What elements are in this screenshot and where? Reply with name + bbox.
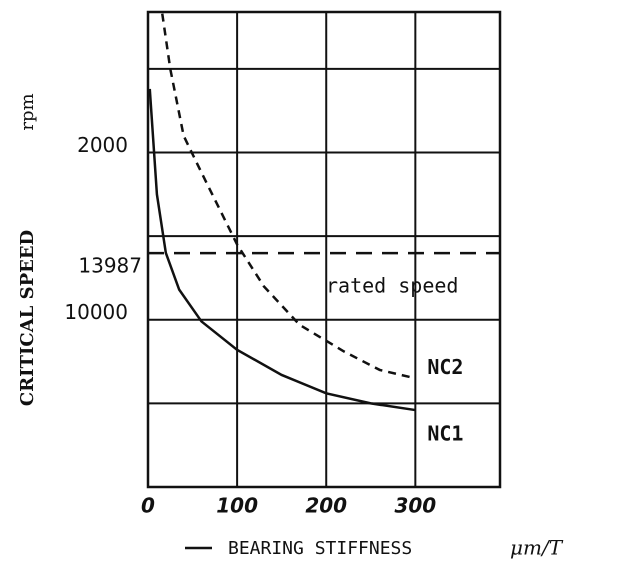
x-axis-label: BEARING STIFFNESS <box>228 538 412 559</box>
x-tick-label: 0 <box>141 494 155 518</box>
y-axis-unit: rpm <box>17 93 38 130</box>
reference-label: 13987 <box>78 254 142 278</box>
y-tick-label: 10000 <box>64 300 128 324</box>
x-tick-label: 100 <box>216 494 258 518</box>
x-tick-label: 300 <box>394 494 436 518</box>
series-label: NC1 <box>427 422 463 446</box>
y-tick-label: 2000 <box>77 133 128 157</box>
y-axis-label: CRITICAL SPEED <box>17 230 38 406</box>
series-line <box>161 13 416 380</box>
x-axis-unit: μm/T <box>510 536 564 560</box>
series-line <box>148 88 416 412</box>
plot-frame <box>146 10 502 489</box>
series-label: NC2 <box>427 355 463 379</box>
x-tick-label: 200 <box>305 494 347 518</box>
reference-text: rated speed <box>326 274 458 298</box>
